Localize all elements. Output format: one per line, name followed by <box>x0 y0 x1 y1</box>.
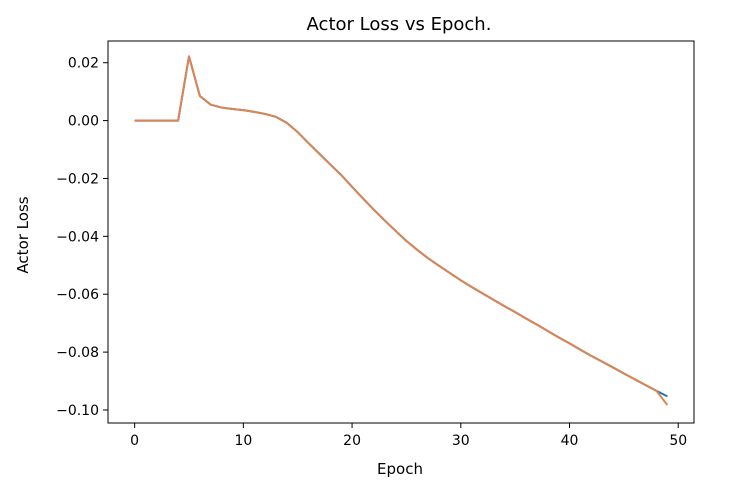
x-axis-label: Epoch <box>377 460 423 478</box>
y-tick-label: 0.00 <box>68 114 99 130</box>
y-tick-label: 0.02 <box>68 56 99 72</box>
y-tick-label: −0.06 <box>56 287 99 303</box>
x-tick-label: 50 <box>669 433 687 449</box>
y-tick-label: −0.08 <box>56 345 99 361</box>
x-tick-label: 40 <box>561 433 579 449</box>
y-tick-label: −0.02 <box>56 171 99 187</box>
axes-frame <box>107 40 695 424</box>
series-line-2 <box>134 55 669 406</box>
x-tick-label: 20 <box>343 433 361 449</box>
y-axis-ticks: 0.02 0.00 −0.02 −0.04 −0.06 −0.08 −0.10 <box>56 56 108 419</box>
x-tick-label: 30 <box>452 433 470 449</box>
plot-area <box>107 40 695 424</box>
x-tick-label: 0 <box>130 433 139 449</box>
x-tick-label: 10 <box>234 433 252 449</box>
y-axis-label: Actor Loss <box>14 196 32 273</box>
y-tick-label: −0.04 <box>56 229 99 245</box>
y-tick-label: −0.10 <box>56 403 99 419</box>
chart-title: Actor Loss vs Epoch. <box>307 14 492 35</box>
series-layer <box>134 55 669 406</box>
x-axis-ticks: 0 10 20 30 40 50 <box>130 423 687 449</box>
